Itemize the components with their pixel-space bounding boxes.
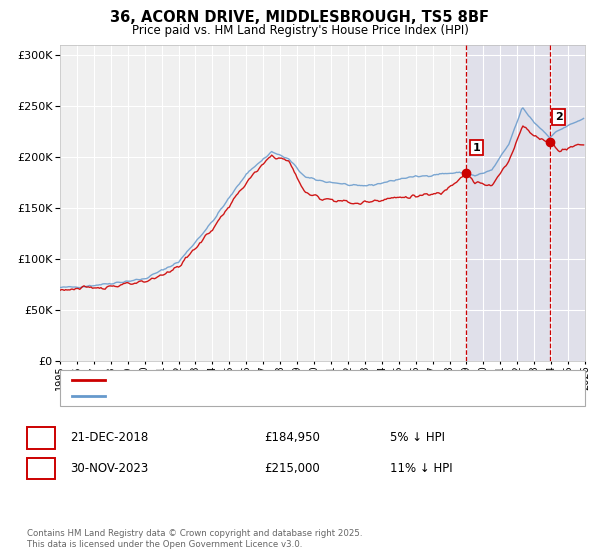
Text: 21-DEC-2018: 21-DEC-2018 [70,431,148,445]
Text: 2: 2 [555,112,563,122]
Bar [466,45,585,361]
Text: HPI: Average price, detached house, Middlesbrough: HPI: Average price, detached house, Midd… [111,391,381,401]
Text: £184,950: £184,950 [264,431,320,445]
Text: 11% ↓ HPI: 11% ↓ HPI [390,462,452,475]
Text: 2: 2 [37,462,45,475]
Text: Contains HM Land Registry data © Crown copyright and database right 2025.
This d: Contains HM Land Registry data © Crown c… [27,529,362,549]
Text: 5% ↓ HPI: 5% ↓ HPI [390,431,445,445]
Text: 36, ACORN DRIVE, MIDDLESBROUGH, TS5 8BF (detached house): 36, ACORN DRIVE, MIDDLESBROUGH, TS5 8BF … [111,375,446,385]
Text: Price paid vs. HM Land Registry's House Price Index (HPI): Price paid vs. HM Land Registry's House … [131,24,469,37]
Text: 1: 1 [37,431,45,445]
Text: £215,000: £215,000 [264,462,320,475]
Text: 30-NOV-2023: 30-NOV-2023 [70,462,148,475]
Text: 36, ACORN DRIVE, MIDDLESBROUGH, TS5 8BF: 36, ACORN DRIVE, MIDDLESBROUGH, TS5 8BF [110,10,490,25]
Text: 1: 1 [473,143,481,153]
